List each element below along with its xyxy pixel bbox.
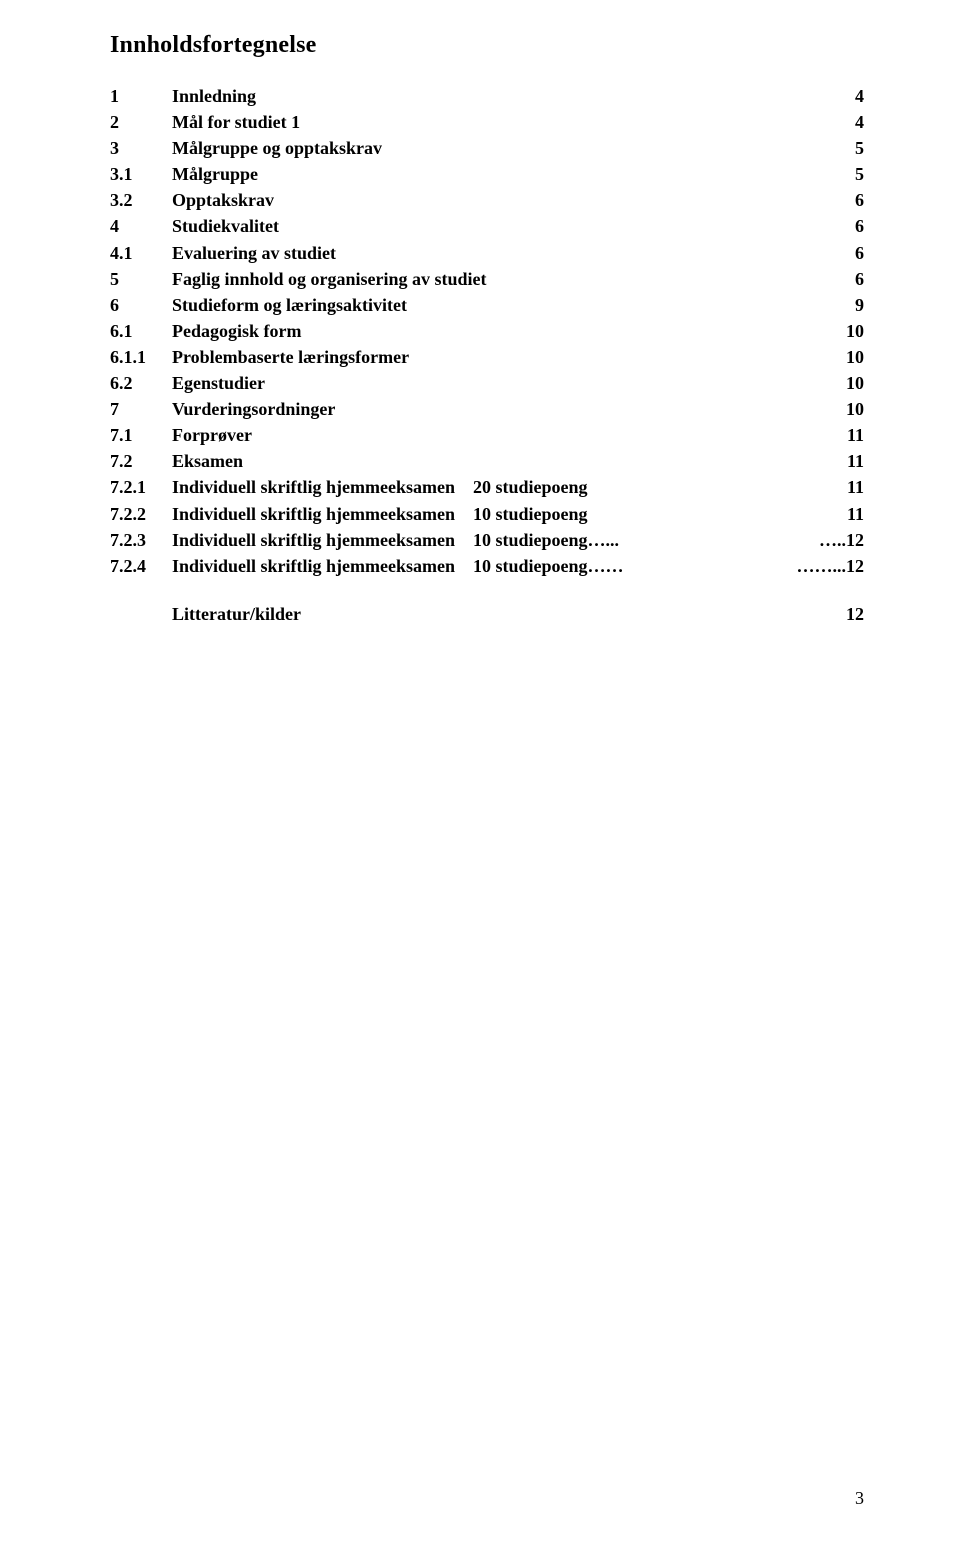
toc-number: 6.1.1 bbox=[110, 344, 172, 370]
toc-number: 6.2 bbox=[110, 370, 172, 396]
toc-row: 4.1Evaluering av studiet 6 bbox=[110, 240, 864, 266]
toc-row: 1Innledning 4 bbox=[110, 83, 864, 109]
toc-label: Individuell skriftlig hjemmeeksamen bbox=[172, 474, 455, 500]
toc-number: 6.1 bbox=[110, 318, 172, 344]
toc-page: 6 bbox=[855, 266, 864, 292]
toc-page: 4 bbox=[855, 109, 864, 135]
toc-row: 7.2.1Individuell skriftlig hjemmeeksamen… bbox=[110, 474, 864, 500]
toc-number: 7.2.2 bbox=[110, 501, 172, 527]
toc-list: 1Innledning42Mål for studiet 143Målgrupp… bbox=[110, 83, 864, 627]
toc-row: 7.2Eksamen 11 bbox=[110, 448, 864, 474]
toc-row: 7.2.4Individuell skriftlig hjemmeeksamen… bbox=[110, 553, 864, 579]
toc-page: 11 bbox=[847, 422, 864, 448]
toc-row: 3Målgruppe og opptakskrav 5 bbox=[110, 135, 864, 161]
toc-page: 11 bbox=[847, 501, 864, 527]
toc-points: 10 studiepoeng…… bbox=[455, 553, 624, 579]
toc-points: 10 studiepoeng…... bbox=[455, 527, 619, 553]
toc-number: 2 bbox=[110, 109, 172, 135]
toc-label: Studiekvalitet bbox=[172, 213, 279, 239]
toc-label: Målgruppe og opptakskrav bbox=[172, 135, 382, 161]
toc-page: 10 bbox=[846, 344, 864, 370]
toc-page: 5 bbox=[855, 135, 864, 161]
toc-row: Litteratur/kilder 12 bbox=[110, 601, 864, 627]
toc-row: 7.2.2Individuell skriftlig hjemmeeksamen… bbox=[110, 501, 864, 527]
toc-page: 12 bbox=[846, 601, 864, 627]
toc-number: 3 bbox=[110, 135, 172, 161]
toc-points: 10 studiepoeng bbox=[455, 501, 588, 527]
toc-row: 6Studieform og læringsaktivitet 9 bbox=[110, 292, 864, 318]
toc-label: Individuell skriftlig hjemmeeksamen bbox=[172, 553, 455, 579]
toc-row: 6.1Pedagogisk form 10 bbox=[110, 318, 864, 344]
toc-page: ……...12 bbox=[797, 553, 865, 579]
toc-label: Individuell skriftlig hjemmeeksamen bbox=[172, 527, 455, 553]
toc-page: 10 bbox=[846, 370, 864, 396]
toc-label: Individuell skriftlig hjemmeeksamen bbox=[172, 501, 455, 527]
toc-label: Vurderingsordninger bbox=[172, 396, 335, 422]
toc-row: 4Studiekvalitet 6 bbox=[110, 213, 864, 239]
toc-number: 7 bbox=[110, 396, 172, 422]
toc-label: Forprøver bbox=[172, 422, 252, 448]
toc-number: 1 bbox=[110, 83, 172, 109]
toc-number: 3.1 bbox=[110, 161, 172, 187]
toc-page: 11 bbox=[847, 448, 864, 474]
page-number: 3 bbox=[855, 1488, 864, 1509]
toc-number: 5 bbox=[110, 266, 172, 292]
toc-label: Målgruppe bbox=[172, 161, 258, 187]
toc-row: 5Faglig innhold og organisering av studi… bbox=[110, 266, 864, 292]
toc-number: 7.2.1 bbox=[110, 474, 172, 500]
toc-label: Studieform og læringsaktivitet bbox=[172, 292, 407, 318]
toc-page: 6 bbox=[855, 240, 864, 266]
page: Innholdsfortegnelse 1Innledning42Mål for… bbox=[0, 0, 960, 1543]
toc-number: 4.1 bbox=[110, 240, 172, 266]
toc-label: Litteratur/kilder bbox=[172, 601, 301, 627]
toc-number: 7.1 bbox=[110, 422, 172, 448]
toc-page: 10 bbox=[846, 318, 864, 344]
toc-label: Problembaserte læringsformer bbox=[172, 344, 409, 370]
toc-row: 7.2.3Individuell skriftlig hjemmeeksamen… bbox=[110, 527, 864, 553]
toc-page: 5 bbox=[855, 161, 864, 187]
toc-row: 6.1.1Problembaserte læringsformer 10 bbox=[110, 344, 864, 370]
toc-number: 3.2 bbox=[110, 187, 172, 213]
toc-row: 6.2Egenstudier 10 bbox=[110, 370, 864, 396]
toc-number: 7.2.4 bbox=[110, 553, 172, 579]
toc-page: 6 bbox=[855, 187, 864, 213]
toc-number: 7.2 bbox=[110, 448, 172, 474]
toc-page: 9 bbox=[855, 292, 864, 318]
toc-label: Pedagogisk form bbox=[172, 318, 302, 344]
toc-number: 6 bbox=[110, 292, 172, 318]
toc-label: Opptakskrav bbox=[172, 187, 274, 213]
toc-label: Faglig innhold og organisering av studie… bbox=[172, 266, 487, 292]
toc-label: Innledning bbox=[172, 83, 256, 109]
toc-points: 20 studiepoeng bbox=[455, 474, 588, 500]
toc-label: Mål for studiet 1 bbox=[172, 109, 300, 135]
toc-page: 10 bbox=[846, 396, 864, 422]
toc-label: Evaluering av studiet bbox=[172, 240, 336, 266]
toc-row: 2Mål for studiet 1 4 bbox=[110, 109, 864, 135]
toc-row: 7Vurderingsordninger 10 bbox=[110, 396, 864, 422]
toc-number: 7.2.3 bbox=[110, 527, 172, 553]
toc-row: 3.2Opptakskrav 6 bbox=[110, 187, 864, 213]
toc-number: 4 bbox=[110, 213, 172, 239]
toc-title: Innholdsfortegnelse bbox=[110, 32, 864, 59]
toc-label: Eksamen bbox=[172, 448, 243, 474]
toc-row: 3.1Målgruppe 5 bbox=[110, 161, 864, 187]
toc-page: 6 bbox=[855, 213, 864, 239]
toc-page: …..12 bbox=[819, 527, 864, 553]
toc-page: 11 bbox=[847, 474, 864, 500]
toc-row: 7.1Forprøver 11 bbox=[110, 422, 864, 448]
toc-label: Egenstudier bbox=[172, 370, 265, 396]
toc-page: 4 bbox=[855, 83, 864, 109]
